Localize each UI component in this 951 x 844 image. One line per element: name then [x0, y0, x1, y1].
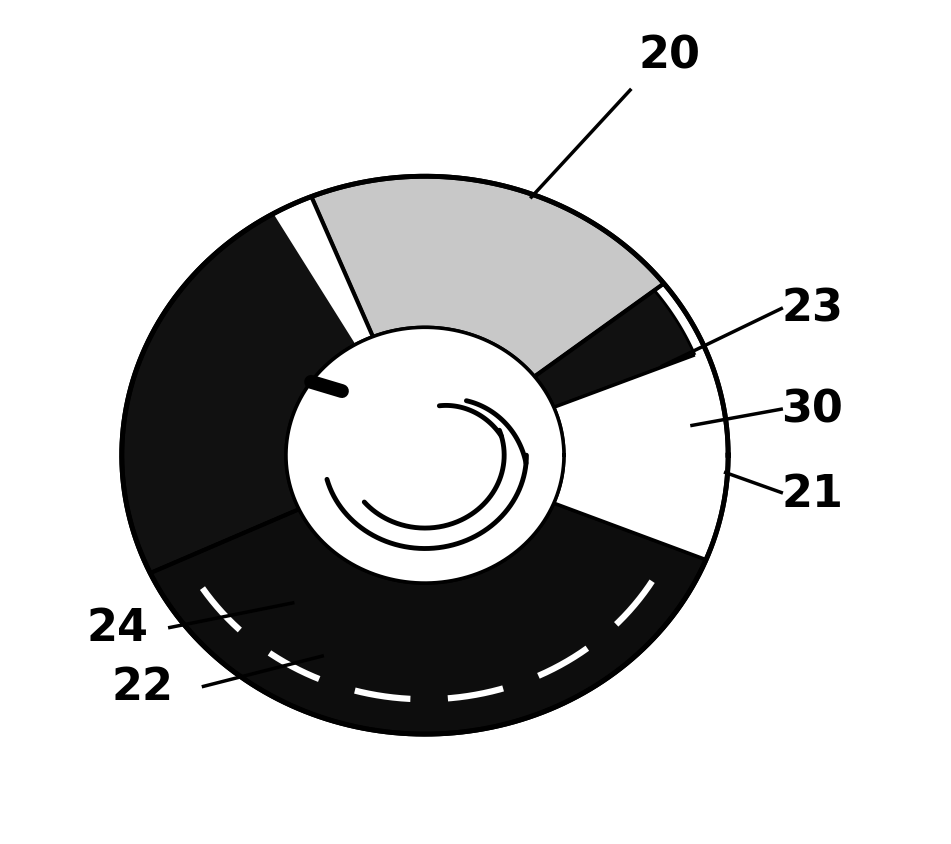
Polygon shape — [286, 328, 564, 583]
Polygon shape — [122, 177, 728, 734]
Polygon shape — [518, 291, 695, 415]
Text: 30: 30 — [782, 388, 844, 430]
Polygon shape — [528, 351, 728, 560]
Text: 21: 21 — [782, 472, 844, 515]
Polygon shape — [286, 328, 564, 583]
Polygon shape — [311, 177, 664, 387]
Text: 23: 23 — [782, 287, 844, 330]
Polygon shape — [150, 493, 706, 734]
Text: 20: 20 — [638, 35, 700, 78]
Text: 24: 24 — [87, 607, 148, 650]
Text: 22: 22 — [112, 666, 174, 708]
Polygon shape — [122, 197, 379, 573]
Polygon shape — [273, 197, 379, 359]
